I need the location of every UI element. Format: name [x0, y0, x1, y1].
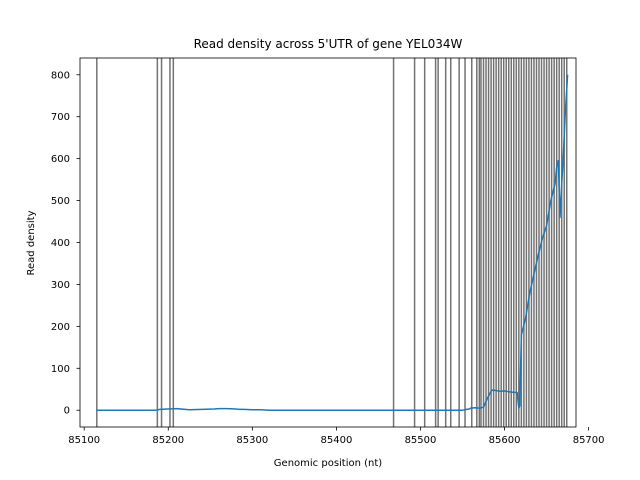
x-tick-label: 85600 — [489, 435, 521, 446]
x-tick-label: 85500 — [405, 435, 437, 446]
y-axis-label: Read density — [26, 210, 37, 275]
y-tick-label: 300 — [51, 280, 70, 291]
x-axis-label: Genomic position (nt) — [274, 458, 383, 469]
y-tick-label: 800 — [51, 70, 70, 81]
y-tick-label: 700 — [51, 112, 70, 123]
plot-inner — [96, 58, 569, 427]
y-tick-label: 200 — [51, 322, 70, 333]
x-tick-label: 85100 — [68, 435, 100, 446]
axes: 85100 85200 85300 85400 85500 85600 85700 0 100 2… — [51, 57, 605, 446]
y-tick-label: 600 — [51, 154, 70, 165]
x-tick-label: 85200 — [152, 435, 184, 446]
y-tick-label: 500 — [51, 196, 70, 207]
plot-area — [96, 58, 569, 427]
x-tick-label: 85300 — [236, 435, 268, 446]
y-tick-label: 100 — [51, 364, 70, 375]
x-tick-label: 85400 — [321, 435, 353, 446]
y-tick-label: 0 — [64, 406, 70, 417]
chart-title: Read density across 5'UTR of gene YEL034… — [194, 37, 463, 51]
x-tick-label: 85700 — [573, 435, 605, 446]
y-tick-label: 400 — [51, 238, 70, 249]
series-line — [96, 74, 569, 411]
